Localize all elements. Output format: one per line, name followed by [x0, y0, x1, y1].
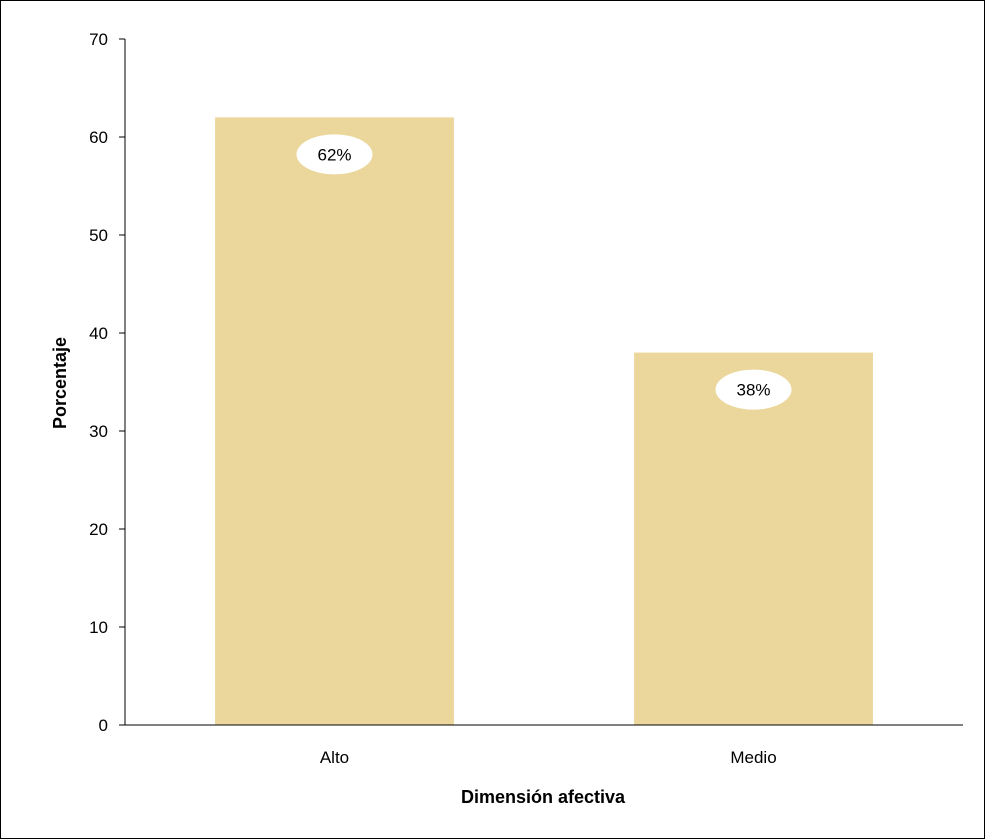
y-tick-label: 20 — [89, 520, 108, 539]
y-tick-labels-group: 0 10 20 30 40 50 60 70 — [89, 30, 108, 735]
data-label-bubble — [715, 369, 792, 410]
x-tick-label: Medio — [730, 748, 776, 767]
y-tick-label: 0 — [99, 716, 108, 735]
y-tick-label: 40 — [89, 324, 108, 343]
y-tick-label: 60 — [89, 128, 108, 147]
bar-medio — [634, 352, 873, 725]
y-tick-label: 10 — [89, 618, 108, 637]
y-axis-title: Porcentaje — [50, 337, 70, 429]
y-tick-label: 30 — [89, 422, 108, 441]
bars-group — [215, 117, 873, 725]
data-label: 62% — [317, 145, 351, 164]
data-label-bubble — [296, 134, 373, 175]
data-labels-group: 62% 38% — [296, 134, 792, 410]
bar-alto — [215, 117, 454, 725]
y-tick-label: 70 — [89, 30, 108, 49]
axes-group — [119, 38, 963, 726]
y-tick-label: 50 — [89, 226, 108, 245]
x-axis-title: Dimensión afectiva — [461, 787, 626, 807]
x-tick-label: Alto — [320, 748, 349, 767]
x-tick-labels-group: Alto Medio — [320, 748, 777, 767]
data-label: 38% — [736, 381, 770, 400]
